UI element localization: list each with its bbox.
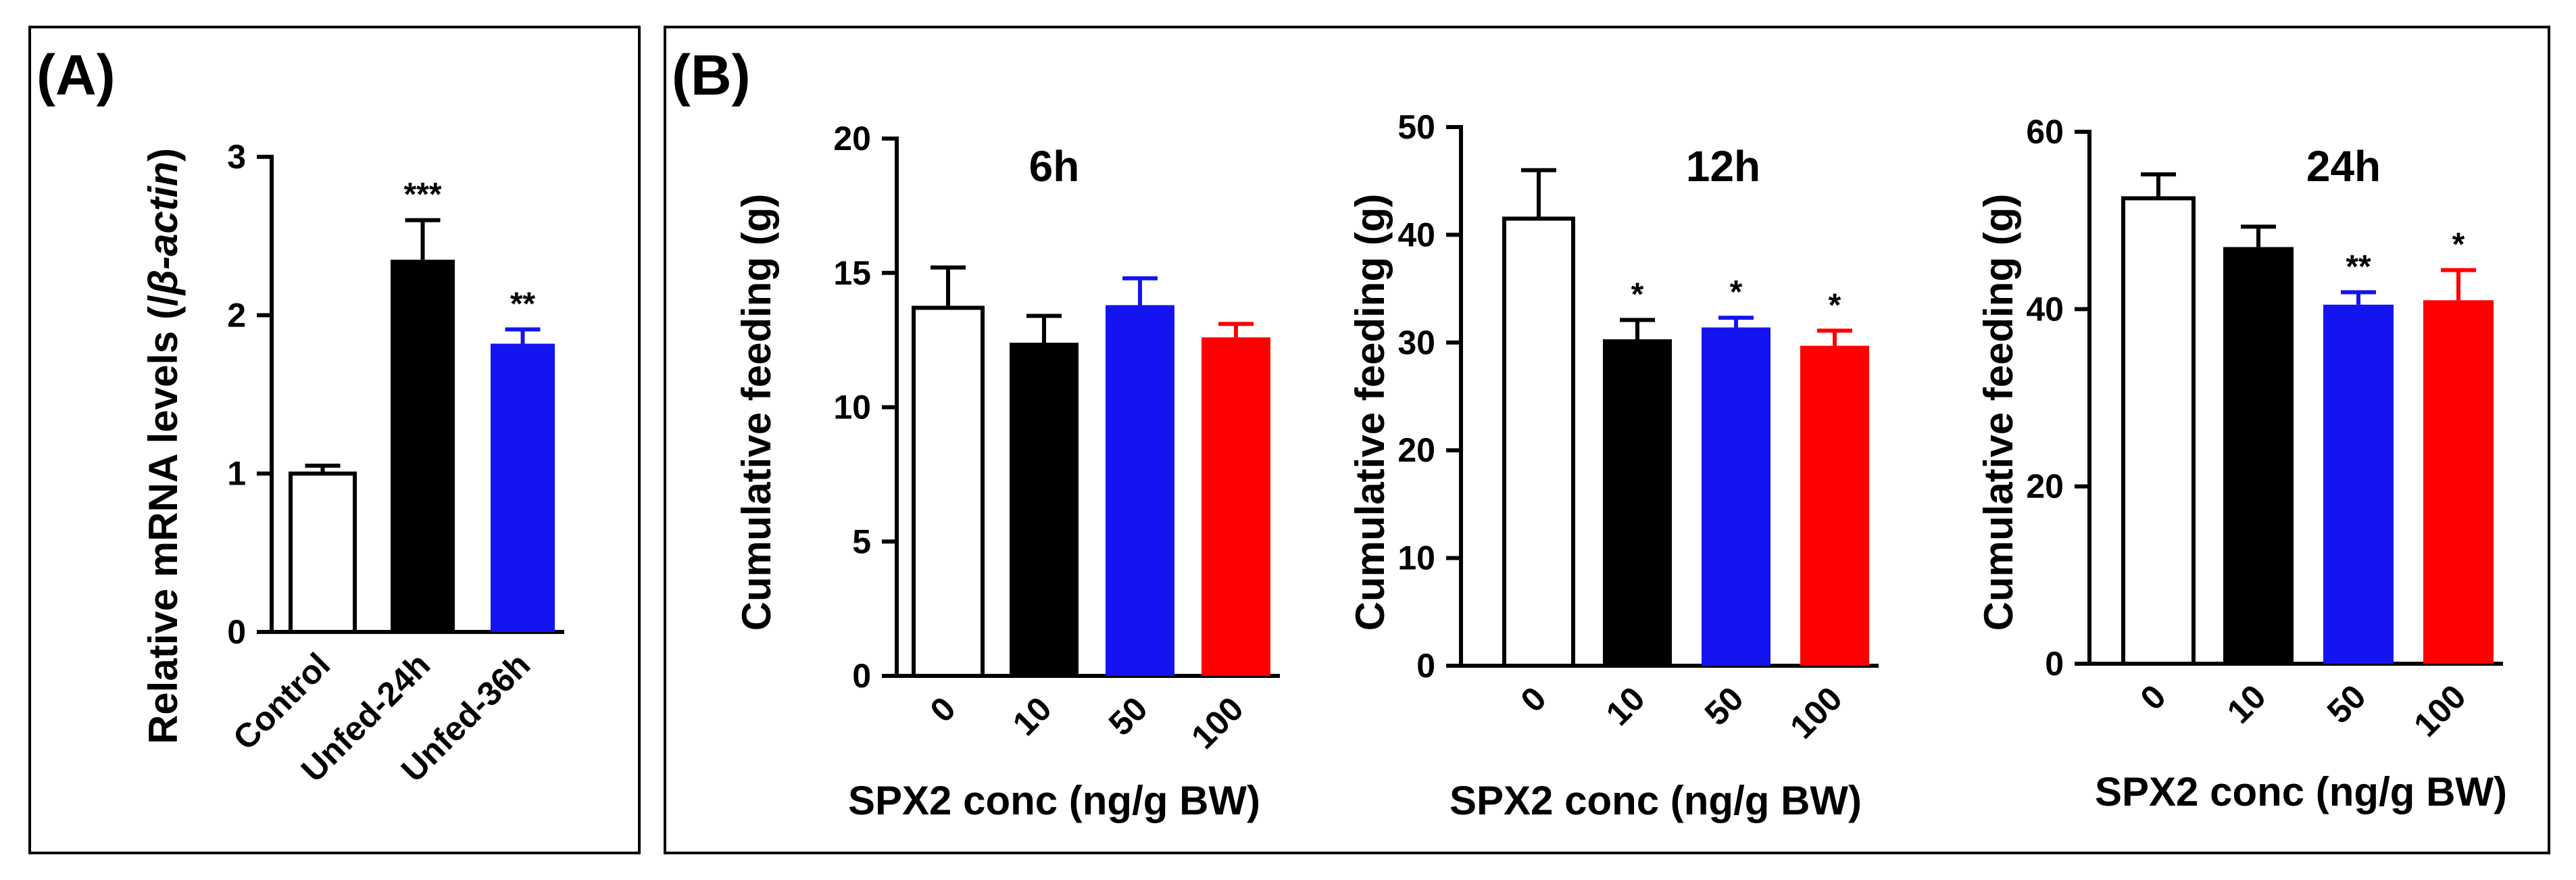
chart-b3-bar-0 [2121, 196, 2196, 666]
chart-b1-bar-50 [1106, 305, 1174, 676]
chart-b1-bar-10 [1010, 343, 1079, 676]
chart-a-y-tick-label: 3 [227, 138, 246, 176]
chart-b2-y-tick-label: 30 [1397, 324, 1435, 362]
chart-b-6h-x-axis-title: SPX2 conc (ng/g BW) [848, 778, 1260, 823]
chart-b1-bar-0 [912, 305, 985, 678]
chart-b1-y-tick-label: 5 [852, 522, 871, 560]
chart-a-bar-control [289, 471, 357, 635]
chart-b2-category-label: 0 [1514, 679, 1554, 719]
chart-b2-y-tick-label: 20 [1397, 431, 1435, 469]
chart-b1-category-label: 50 [1101, 689, 1155, 743]
chart-b1-y-tick-label: 15 [833, 254, 871, 292]
chart-b2-y-tick-label: 40 [1397, 216, 1435, 253]
chart-b2-bar-50 [1702, 327, 1770, 666]
panel-a-frame [28, 26, 641, 854]
chart-b2-bar-10 [1603, 339, 1672, 666]
chart-b-6h-y-axis-title: Cumulative feeding (g) [734, 194, 779, 631]
chart-b3-significance: ** [2346, 249, 2371, 285]
chart-b1-category-label: 0 [923, 689, 963, 729]
chart-b-12h-plot: 0 10 20 30 40 50 0 * 10 * 50 * 100 [1397, 108, 1879, 746]
chart-b-6h: 6h Cumulative feeding (g) SPX2 conc (ng/… [734, 120, 1280, 823]
chart-b3-category-label: 10 [2220, 677, 2273, 731]
chart-a-bar-unfed-36h [491, 343, 555, 632]
chart-b-24h: 24h Cumulative feeding (g) SPX2 conc (ng… [1976, 113, 2507, 814]
chart-b3-y-tick-label: 60 [2026, 113, 2064, 151]
chart-b2-category-label: 50 [1698, 679, 1751, 733]
chart-a-y-tick-label: 1 [227, 455, 246, 493]
chart-b1-y-tick-label: 10 [833, 389, 871, 426]
chart-a-y-axis-title: Relative mRNA levels (/β-actin) [141, 148, 186, 744]
chart-b2-significance: * [1730, 274, 1743, 310]
chart-a-bar-unfed-24h [391, 260, 455, 633]
chart-b-24h-title: 24h [2306, 142, 2381, 191]
panel-a-label: (A) [36, 43, 116, 107]
chart-b2-category-label: 100 [1783, 679, 1850, 746]
chart-b2-y-tick-label: 50 [1397, 108, 1435, 146]
chart-b2-bar-100 [1800, 345, 1869, 666]
chart-b2-y-tick-label: 10 [1397, 539, 1435, 577]
chart-b3-category-label: 100 [2406, 677, 2473, 744]
chart-b3-category-label: 50 [2320, 677, 2373, 731]
chart-b3-y-tick-label: 20 [2026, 468, 2064, 506]
chart-b3-y-tick-label: 40 [2026, 290, 2064, 328]
panel-b-label: (B) [672, 43, 751, 107]
chart-b-12h: 12h Cumulative feeding (g) SPX2 conc (ng… [1347, 108, 1879, 823]
chart-b2-category-label: 10 [1599, 679, 1652, 733]
chart-b-12h-y-axis-title: Cumulative feeding (g) [1347, 194, 1393, 631]
chart-b-12h-x-axis-title: SPX2 conc (ng/g BW) [1450, 778, 1862, 823]
chart-b1-category-label: 10 [1006, 689, 1059, 743]
chart-b-24h-plot: 0 20 40 60 0 10 ** 50 * 100 [2026, 113, 2503, 744]
chart-b-12h-title: 12h [1686, 142, 1760, 191]
chart-b2-significance: * [1829, 287, 1841, 323]
chart-b-6h-title: 6h [1029, 142, 1080, 191]
chart-b3-category-label: 0 [2133, 677, 2173, 717]
chart-b-6h-plot: 0 5 10 15 20 0 10 50 100 [833, 120, 1280, 756]
chart-b3-bar-50 [2323, 304, 2394, 664]
chart-b3-y-tick-label: 0 [2045, 645, 2064, 683]
panel-b-frame [664, 26, 2550, 854]
chart-b2-bar-0 [1502, 216, 1575, 668]
chart-b-24h-x-axis-title: SPX2 conc (ng/g BW) [2095, 769, 2507, 814]
chart-b3-bar-10 [2223, 247, 2294, 664]
chart-b-24h-y-axis-title: Cumulative feeding (g) [1976, 194, 2021, 631]
chart-b1-y-tick-label: 20 [833, 120, 871, 157]
chart-b2-significance: * [1631, 276, 1644, 312]
chart-a-significance: *** [403, 177, 441, 213]
chart-b1-y-tick-label: 0 [852, 657, 871, 695]
chart-b3-bar-100 [2423, 300, 2494, 664]
chart-b2-y-tick-label: 0 [1416, 647, 1435, 685]
chart-a: Relative mRNA levels (/β-actin) 0123Cont… [141, 138, 564, 789]
chart-a-y-tick-label: 2 [227, 296, 246, 334]
chart-a-y-tick-label: 0 [227, 613, 246, 651]
chart-b1-category-label: 100 [1184, 689, 1251, 756]
chart-b1-bar-100 [1202, 337, 1270, 676]
chart-b3-significance: * [2452, 227, 2465, 263]
chart-a-significance: ** [510, 286, 536, 322]
